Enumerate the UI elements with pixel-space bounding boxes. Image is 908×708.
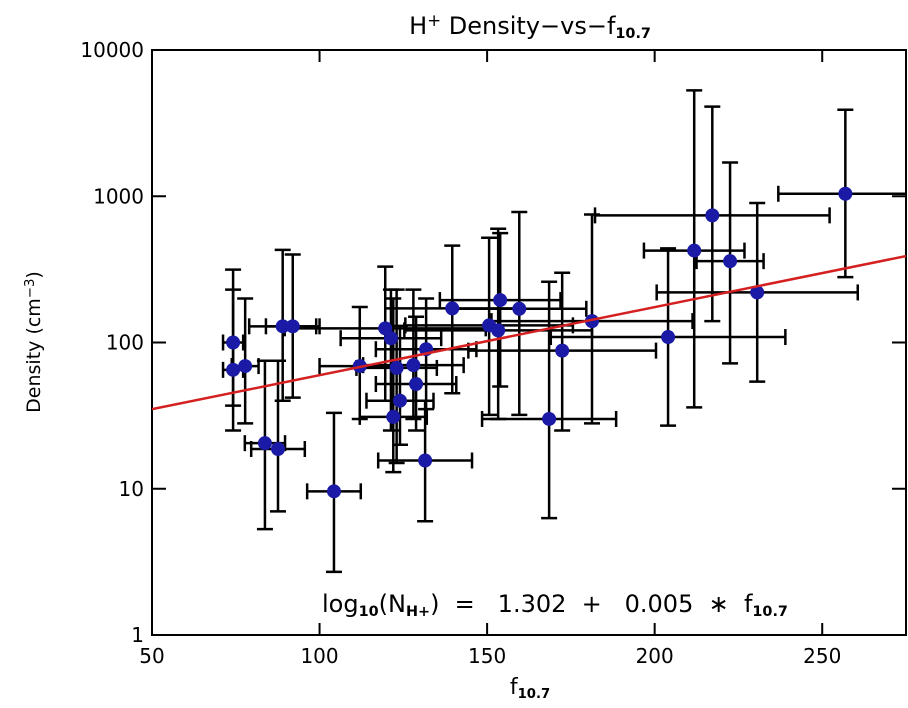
data-point bbox=[512, 301, 527, 316]
data-point bbox=[386, 409, 401, 424]
y-tick-label: 1 bbox=[131, 623, 144, 647]
chart-title-part: + bbox=[427, 10, 441, 30]
data-point bbox=[750, 285, 765, 300]
plot-area bbox=[152, 89, 906, 574]
y-tick-label: 100 bbox=[106, 331, 144, 355]
data-point bbox=[491, 323, 506, 338]
data-point bbox=[383, 331, 398, 346]
data-point bbox=[493, 293, 508, 308]
fit-equation-part: (N bbox=[379, 590, 406, 618]
data-point bbox=[275, 319, 290, 334]
data-point bbox=[389, 360, 404, 375]
x-tick-label: 50 bbox=[139, 644, 164, 668]
plot-frame bbox=[151, 49, 907, 636]
y-tick-label: 1000 bbox=[93, 184, 144, 208]
data-point bbox=[271, 441, 286, 456]
data-point bbox=[705, 208, 720, 223]
chart-title-part: Density−vs−f bbox=[441, 12, 616, 40]
data-point bbox=[723, 254, 738, 269]
y-axis-label: Density (cm−3) bbox=[23, 271, 45, 413]
chart-title-part: 10.7 bbox=[615, 26, 651, 42]
fit-equation-part: 10 bbox=[359, 604, 379, 620]
x-tick-label: 100 bbox=[300, 644, 338, 668]
fit-equation-part: log bbox=[322, 590, 359, 618]
fit-equation-part: H+ bbox=[406, 604, 430, 620]
data-point bbox=[409, 377, 424, 392]
y-tick-label: 10000 bbox=[80, 38, 144, 62]
data-point bbox=[542, 411, 557, 426]
data-point bbox=[392, 393, 407, 408]
fit-equation: log10(NH+) = 1.302 + 0.005 ∗ f10.7 bbox=[322, 590, 788, 620]
y-axis-label-part: ) bbox=[23, 271, 45, 278]
y-axis-label-part: Density (cm bbox=[23, 298, 45, 413]
data-point bbox=[285, 319, 300, 334]
data-point bbox=[838, 186, 853, 201]
data-point bbox=[226, 335, 241, 350]
y-axis-label-part: −3 bbox=[23, 279, 38, 299]
data-point bbox=[326, 484, 341, 499]
x-tick-label: 250 bbox=[803, 644, 841, 668]
x-axis-label-part: f bbox=[510, 675, 519, 700]
data-point bbox=[226, 362, 241, 377]
chart-title-part: H bbox=[409, 12, 427, 40]
fit-line bbox=[152, 254, 906, 411]
x-tick-label: 200 bbox=[636, 644, 674, 668]
data-point bbox=[406, 358, 421, 373]
x-axis-label: f10.7 bbox=[510, 675, 550, 702]
data-point bbox=[585, 314, 600, 329]
data-point bbox=[238, 359, 253, 374]
chart-title: H+ Density−vs−f10.7 bbox=[409, 10, 651, 42]
data-point bbox=[418, 453, 433, 468]
fit-equation-part: 10.7 bbox=[752, 604, 788, 620]
data-point bbox=[257, 436, 272, 451]
x-tick-label: 150 bbox=[468, 644, 506, 668]
data-point bbox=[555, 343, 570, 358]
x-axis-label-part: 10.7 bbox=[518, 687, 551, 702]
data-point bbox=[661, 330, 676, 345]
data-point bbox=[687, 243, 702, 258]
data-point bbox=[445, 301, 460, 316]
fit-equation-part: ) = 1.302 + 0.005 ∗ f bbox=[430, 590, 753, 618]
y-tick-label: 10 bbox=[119, 477, 144, 501]
